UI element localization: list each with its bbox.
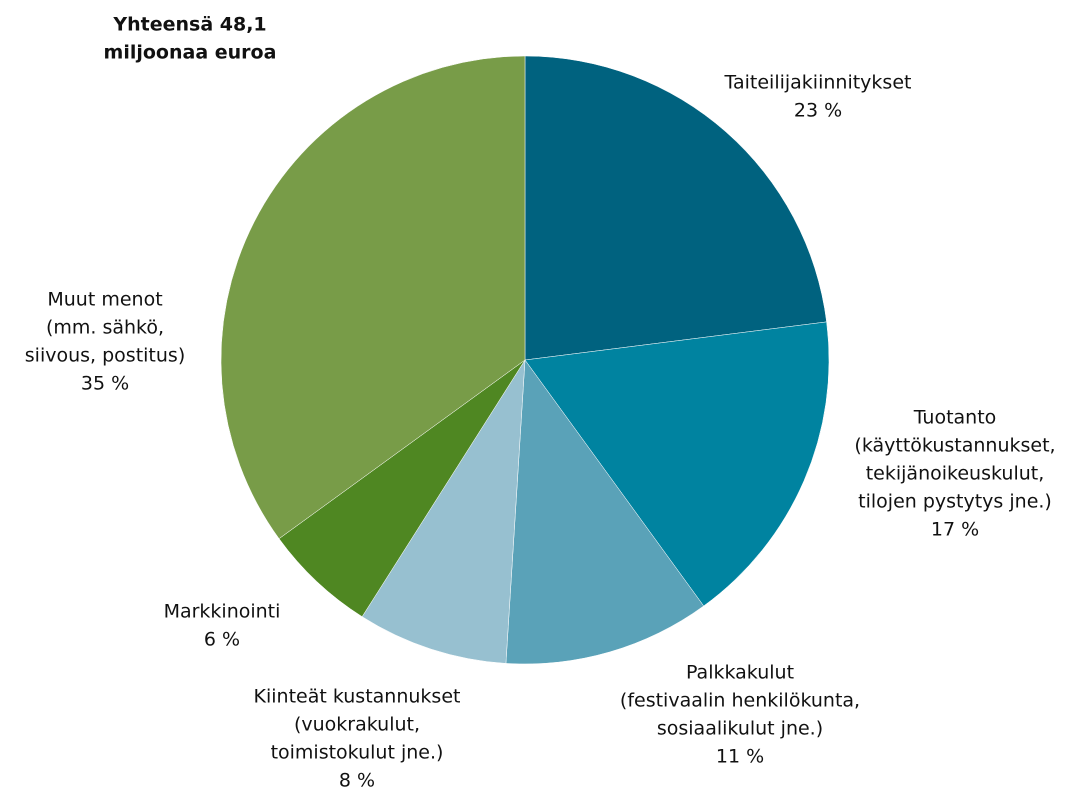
slice-label: (mm. sähkö, xyxy=(46,317,164,339)
value-label: 6 % xyxy=(204,629,240,651)
pie-slice xyxy=(220,55,526,540)
pie-slice xyxy=(524,55,827,361)
slice-label: sosiaalikulut jne.) xyxy=(657,718,823,740)
slice-label: Tuotanto xyxy=(913,407,997,429)
slice-label: tekijänoikeuskulut, xyxy=(866,463,1045,485)
chart-title: Yhteensä 48,1 xyxy=(112,14,266,36)
slice-label: tilojen pystytys jne.) xyxy=(858,491,1052,513)
value-label: 8 % xyxy=(339,770,375,789)
value-label: 23 % xyxy=(794,100,842,122)
slice-label: Kiinteät kustannukset xyxy=(254,686,461,708)
value-label: 11 % xyxy=(716,746,764,768)
slice-label: Palkkakulut xyxy=(686,662,794,684)
slice-label: (vuokrakulut, xyxy=(294,714,420,736)
slice-label: toimistokulut jne.) xyxy=(271,742,444,764)
value-label: 35 % xyxy=(81,373,129,395)
slice-label: siivous, postitus) xyxy=(25,345,185,367)
slice-label: Markkinointi xyxy=(164,601,281,623)
pie-slice xyxy=(505,359,705,665)
slice-label: Muut menot xyxy=(47,289,162,311)
slice-label: (festivaalin henkilökunta, xyxy=(620,690,860,712)
pie-slice xyxy=(524,321,830,607)
chart-title: miljoonaa euroa xyxy=(104,42,277,64)
slice-label: (käyttökustannukset, xyxy=(854,435,1055,457)
value-label: 17 % xyxy=(931,519,979,541)
pie-slice xyxy=(361,359,526,664)
slice-label: Taiteilijakiinnitykset xyxy=(724,72,912,94)
